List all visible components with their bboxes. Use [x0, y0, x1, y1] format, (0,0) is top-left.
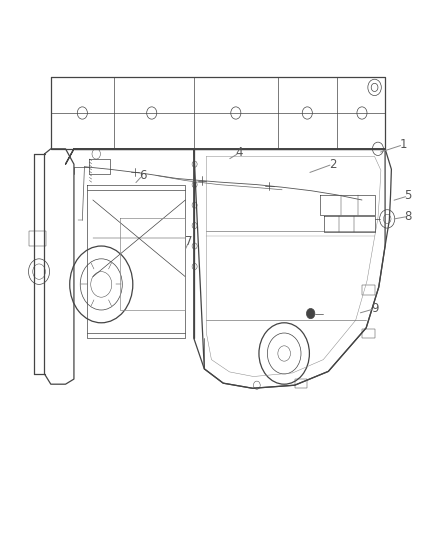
Bar	[362, 286, 374, 295]
Text: 7: 7	[185, 236, 192, 248]
Bar	[29, 231, 46, 246]
Text: 8: 8	[405, 210, 412, 223]
Text: 2: 2	[329, 158, 336, 171]
Text: 9: 9	[372, 302, 379, 315]
Circle shape	[307, 309, 315, 319]
Bar	[295, 379, 307, 388]
Text: 1: 1	[399, 138, 407, 151]
Text: 4: 4	[236, 147, 243, 159]
Text: 5: 5	[405, 189, 412, 203]
Text: 6: 6	[139, 169, 146, 182]
Bar	[362, 329, 374, 338]
